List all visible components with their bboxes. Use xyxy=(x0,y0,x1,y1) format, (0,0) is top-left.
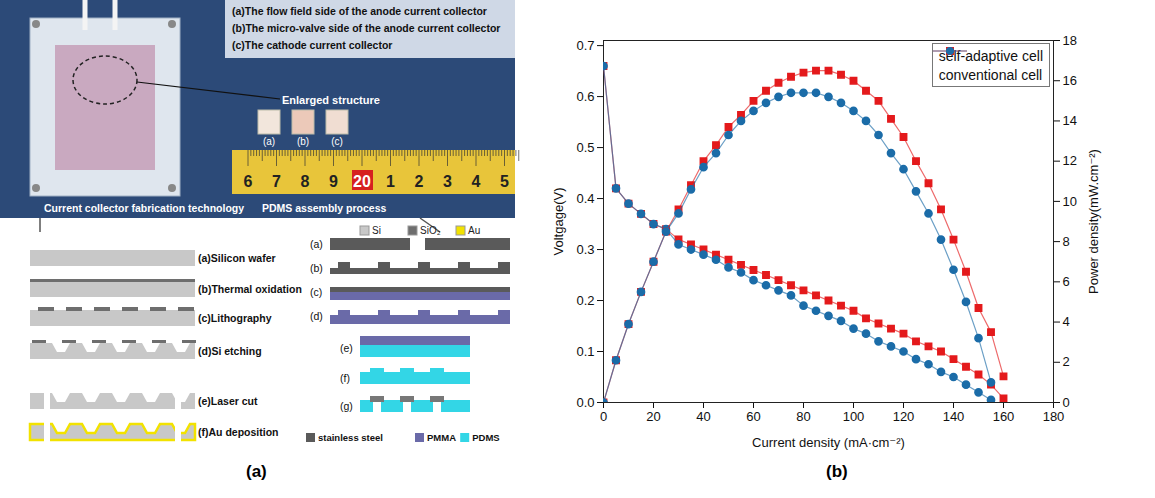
svg-text:PMMA: PMMA xyxy=(427,432,456,443)
svg-text:4: 4 xyxy=(472,173,481,190)
svg-text:stainless steel: stainless steel xyxy=(318,432,383,443)
svg-text:120: 120 xyxy=(893,409,915,424)
svg-text:(c): (c) xyxy=(310,286,322,298)
svg-text:Current collector fabrication: Current collector fabrication technology xyxy=(44,202,244,214)
svg-text:2: 2 xyxy=(1063,354,1070,369)
svg-text:(b): (b) xyxy=(310,262,323,274)
svg-text:12: 12 xyxy=(1063,153,1077,168)
svg-text:100: 100 xyxy=(843,409,865,424)
html-text:(b): (b) xyxy=(826,462,848,481)
svg-text:80: 80 xyxy=(796,409,810,424)
svg-text:6: 6 xyxy=(244,173,253,190)
svg-text:7: 7 xyxy=(272,173,281,190)
svg-text:Power density(mW.cm⁻²): Power density(mW.cm⁻²) xyxy=(1086,149,1101,294)
svg-text:(f): (f) xyxy=(340,372,350,384)
svg-text:180: 180 xyxy=(1043,409,1065,424)
html-text:conventional cell: conventional cell xyxy=(938,66,1043,83)
svg-text:0.6: 0.6 xyxy=(576,89,594,104)
svg-text:9: 9 xyxy=(329,173,338,190)
svg-text:(a)Silicon wafer: (a)Silicon wafer xyxy=(198,252,276,264)
svg-text:(a): (a) xyxy=(310,238,323,250)
svg-text:(b)Thermal oxidation: (b)Thermal oxidation xyxy=(198,283,302,295)
svg-text:(c)Lithography: (c)Lithography xyxy=(198,312,272,324)
svg-text:18: 18 xyxy=(1063,33,1077,48)
svg-text:0.3: 0.3 xyxy=(576,242,594,257)
svg-text:0: 0 xyxy=(600,409,607,424)
svg-text:2: 2 xyxy=(415,173,424,190)
svg-text:PDMS assembly process: PDMS assembly process xyxy=(262,202,386,214)
svg-text:140: 140 xyxy=(943,409,965,424)
svg-text:20: 20 xyxy=(646,409,660,424)
svg-text:Au: Au xyxy=(468,225,480,236)
svg-text:0.5: 0.5 xyxy=(576,140,594,155)
svg-text:40: 40 xyxy=(696,409,710,424)
svg-text:Enlarged structure: Enlarged structure xyxy=(282,94,380,106)
html-text:(a): (a) xyxy=(246,462,267,481)
svg-text:8: 8 xyxy=(1063,234,1070,249)
svg-text:0.1: 0.1 xyxy=(576,344,594,359)
svg-text:160: 160 xyxy=(993,409,1015,424)
svg-text:(f)Au deposition: (f)Au deposition xyxy=(198,426,278,438)
svg-text:(g): (g) xyxy=(340,400,353,412)
svg-text:0.2: 0.2 xyxy=(576,293,594,308)
svg-text:(e)Laser cut: (e)Laser cut xyxy=(198,395,258,407)
svg-text:(d)Si etching: (d)Si etching xyxy=(198,345,262,357)
svg-text:1: 1 xyxy=(386,173,395,190)
html-text:self-adaptive cell: self-adaptive cell xyxy=(938,47,1043,64)
svg-text:16: 16 xyxy=(1063,73,1077,88)
svg-text:0: 0 xyxy=(1063,395,1070,410)
svg-text:20: 20 xyxy=(353,173,371,190)
svg-text:Si: Si xyxy=(372,225,381,236)
svg-text:(b)The micro-valve side of the: (b)The micro-valve side of the anode cur… xyxy=(232,22,500,34)
svg-text:(d): (d) xyxy=(310,310,323,322)
svg-text:60: 60 xyxy=(746,409,760,424)
svg-text:(a): (a) xyxy=(263,136,275,147)
svg-text:Current density (mA·cm⁻²): Current density (mA·cm⁻²) xyxy=(752,435,905,450)
svg-text:10: 10 xyxy=(1063,194,1077,209)
svg-text:0.4: 0.4 xyxy=(576,191,594,206)
svg-text:PDMS: PDMS xyxy=(472,432,499,443)
svg-text:6: 6 xyxy=(1063,274,1070,289)
svg-text:14: 14 xyxy=(1063,113,1077,128)
svg-text:8: 8 xyxy=(301,173,310,190)
svg-text:(b): (b) xyxy=(297,136,309,147)
svg-text:(c): (c) xyxy=(331,136,343,147)
svg-text:0.0: 0.0 xyxy=(576,395,594,410)
svg-text:5: 5 xyxy=(500,173,509,190)
svg-text:(e): (e) xyxy=(340,342,353,354)
svg-text:Voltgage(V): Voltgage(V) xyxy=(551,188,566,256)
svg-text:SiO₂: SiO₂ xyxy=(420,225,441,236)
svg-text:4: 4 xyxy=(1063,314,1070,329)
svg-text:0.7: 0.7 xyxy=(576,38,594,53)
svg-text:(a)The flow field side of the: (a)The flow field side of the anode curr… xyxy=(232,5,487,17)
svg-text:3: 3 xyxy=(443,173,452,190)
svg-text:(c)The cathode current collect: (c)The cathode current collector xyxy=(232,39,392,51)
